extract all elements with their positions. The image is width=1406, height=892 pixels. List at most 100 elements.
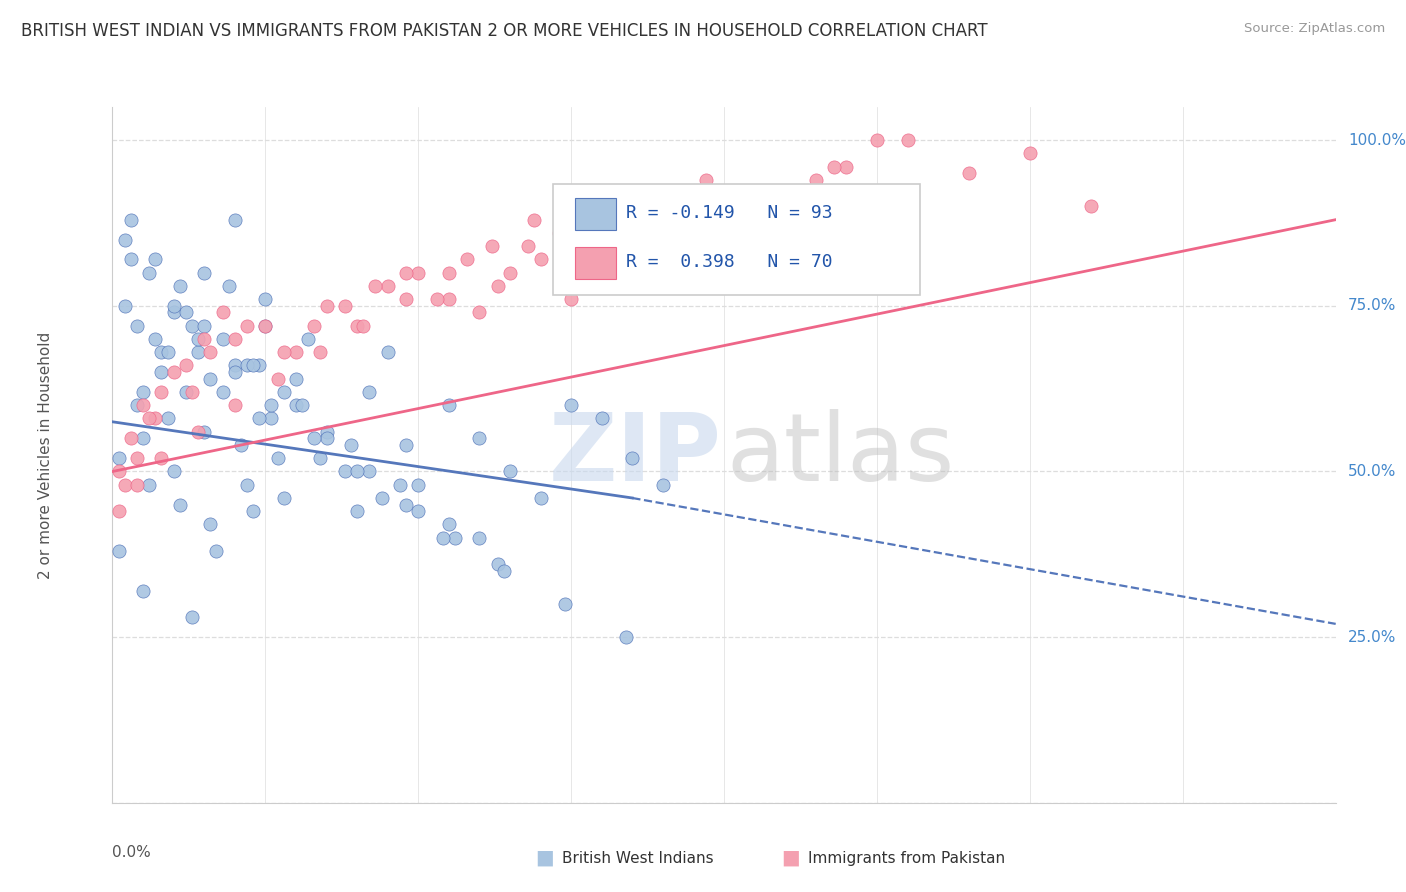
Point [187, 332, 209, 346]
Point [143, 411, 166, 425]
Point [132, 583, 155, 598]
Point [486, 558, 509, 572]
Point [437, 398, 460, 412]
Point [560, 292, 582, 306]
Point [315, 431, 337, 445]
Text: 75.0%: 75.0% [1348, 298, 1396, 313]
Point [486, 279, 509, 293]
Point [224, 212, 246, 227]
Point [107, 504, 129, 518]
Point [567, 252, 589, 267]
Point [254, 318, 277, 333]
Point [200, 345, 222, 359]
Point [224, 332, 246, 346]
Text: 2 or more Vehicles in Household: 2 or more Vehicles in Household [38, 331, 52, 579]
Point [132, 431, 155, 445]
Point [150, 451, 173, 466]
Point [340, 438, 363, 452]
Point [193, 318, 215, 333]
Point [315, 299, 337, 313]
Point [304, 431, 326, 445]
Point [193, 425, 215, 439]
Point [174, 359, 197, 373]
Point [614, 630, 637, 644]
Point [304, 318, 326, 333]
Point [284, 372, 308, 386]
Point [242, 359, 264, 373]
Point [236, 477, 259, 491]
Point [120, 252, 142, 267]
Point [897, 133, 920, 147]
Point [333, 299, 356, 313]
Point [181, 384, 204, 399]
Point [107, 544, 129, 558]
Point [169, 279, 191, 293]
Point [107, 451, 129, 466]
Point [481, 239, 503, 253]
Point [260, 411, 283, 425]
Point [530, 252, 553, 267]
Point [315, 425, 337, 439]
Point [359, 465, 381, 479]
Point [266, 372, 288, 386]
Point [218, 279, 240, 293]
Point [163, 305, 186, 319]
Point [492, 564, 515, 578]
Point [548, 226, 571, 240]
Point [224, 398, 246, 412]
Text: BRITISH WEST INDIAN VS IMMIGRANTS FROM PAKISTAN 2 OR MORE VEHICLES IN HOUSEHOLD : BRITISH WEST INDIAN VS IMMIGRANTS FROM P… [21, 22, 987, 40]
Point [591, 279, 613, 293]
Point [200, 517, 222, 532]
Point [395, 292, 418, 306]
Point [560, 398, 582, 412]
Point [444, 531, 467, 545]
Text: R = -0.149   N = 93: R = -0.149 N = 93 [626, 204, 832, 222]
Point [309, 451, 332, 466]
Point [132, 398, 155, 412]
Point [236, 318, 259, 333]
Point [578, 252, 600, 267]
Text: ZIP: ZIP [548, 409, 721, 501]
Point [224, 359, 246, 373]
Point [187, 345, 209, 359]
Point [609, 226, 631, 240]
Point [388, 477, 411, 491]
Point [138, 266, 160, 280]
Text: 25.0%: 25.0% [1348, 630, 1396, 645]
Point [370, 491, 392, 505]
Point [652, 199, 675, 213]
Point [229, 438, 252, 452]
Point [468, 531, 491, 545]
Point [247, 359, 270, 373]
Point [291, 398, 314, 412]
Point [554, 597, 576, 611]
Point [309, 345, 332, 359]
Point [107, 465, 129, 479]
Point [437, 517, 460, 532]
Point [120, 212, 142, 227]
Point [621, 451, 644, 466]
Point [530, 491, 553, 505]
Point [273, 384, 295, 399]
Point [408, 504, 430, 518]
Point [114, 233, 136, 247]
Point [114, 299, 136, 313]
Point [359, 384, 381, 399]
Point [346, 504, 368, 518]
Point [143, 252, 166, 267]
Point [408, 266, 430, 280]
Point [114, 477, 136, 491]
Point [181, 318, 204, 333]
Point [652, 477, 675, 491]
Point [163, 365, 186, 379]
Point [125, 451, 148, 466]
Point [780, 186, 803, 201]
Point [150, 384, 173, 399]
Point [174, 384, 197, 399]
Point [804, 173, 827, 187]
Point [273, 345, 295, 359]
Text: 50.0%: 50.0% [1348, 464, 1396, 479]
Point [125, 398, 148, 412]
Point [835, 160, 858, 174]
Text: British West Indians: British West Indians [562, 851, 714, 865]
